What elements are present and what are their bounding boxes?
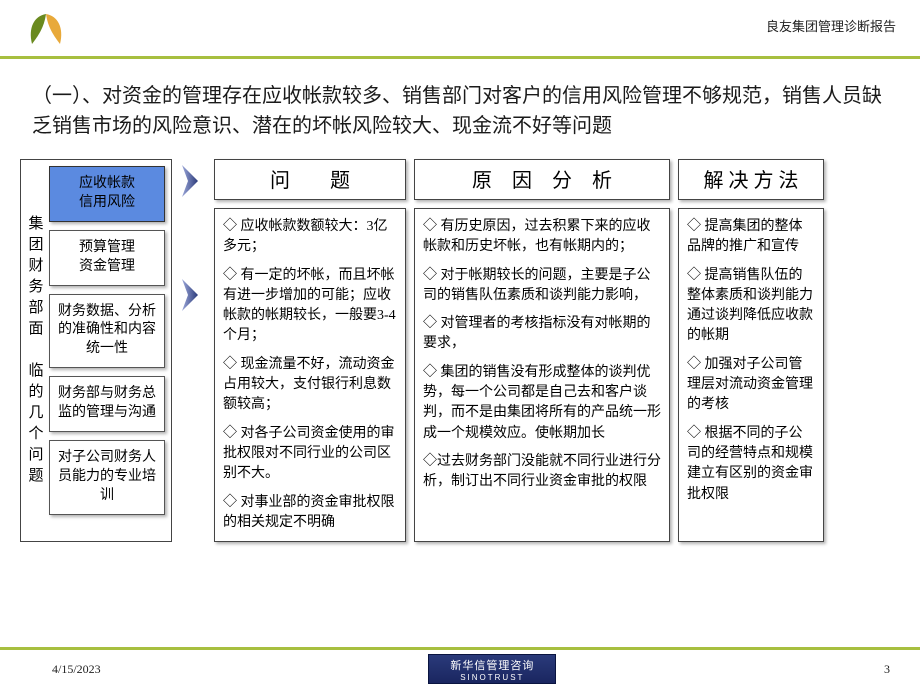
left-box-2: 财务数据、分析的准确性和内容统一性 xyxy=(49,294,165,369)
column-problem: 问 题 ◇ 应收帐款数额较大：3亿多元； ◇ 有一定的坏帐，而且坏帐有进一步增加的… xyxy=(214,159,406,542)
col-reason-bullet-4: ◇过去财务部门没能就不同行业进行分析，制订出不同行业资金审批的权限 xyxy=(423,452,661,493)
vertical-label-char: 几 xyxy=(28,403,43,424)
col-problem-bullet-2: ◇ 现金流量不好，流动资金占用较大，支付银行利息数额较高； xyxy=(223,355,397,416)
column-solve-header: 解 决 方 法 xyxy=(678,159,824,200)
vertical-label-char: 集 xyxy=(28,214,43,235)
column-reason-header: 原 因 分 析 xyxy=(414,159,670,200)
col-solve-bullet-2: ◇ 加强对子公司管理层对流动资金管理的考核 xyxy=(687,355,815,416)
vertical-label-char: 个 xyxy=(28,424,43,445)
vertical-label-char: 题 xyxy=(28,466,43,487)
column-reason-body: ◇ 有历史原因，过去积累下来的应收帐款和历史坏帐，也有帐期内的； ◇ 对于帐期较长… xyxy=(414,208,670,542)
vertical-label-char: 问 xyxy=(28,445,43,466)
col-problem-bullet-1: ◇ 有一定的坏帐，而且坏帐有进一步增加的可能；应收帐款的帐期较长，一般要3-4个… xyxy=(223,266,397,347)
col-reason-bullet-3: ◇ 集团的销售没有形成整体的谈判优势，每一个公司都是自己去和客户谈判，而不是由集… xyxy=(423,363,661,444)
footer-brand-en: SINOTRUST xyxy=(460,673,524,682)
left-box-4: 对子公司财务人员能力的专业培训 xyxy=(49,440,165,515)
left-vertical-label: 集团财务部面 临的几个问题 xyxy=(27,166,45,535)
vertical-label-char: 的 xyxy=(28,382,43,403)
col-solve-bullet-3: ◇ 根据不同的子公司的经营特点和规模建立有区别的资金审批权限 xyxy=(687,424,815,505)
company-logo-icon xyxy=(24,10,68,50)
vertical-label-char: 财 xyxy=(28,256,43,277)
left-panel: 集团财务部面 临的几个问题 应收帐款信用风险预算管理资金管理财务数据、分析的准确… xyxy=(20,159,172,542)
footer-brand-logo: 新华信管理咨询 SINOTRUST xyxy=(428,654,556,684)
vertical-label-char: 临 xyxy=(28,361,43,382)
footer-page-number: 3 xyxy=(884,662,890,677)
arrow-connector-icon xyxy=(180,159,206,542)
col-solve-bullet-0: ◇ 提高集团的整体品牌的推广和宣传 xyxy=(687,217,815,258)
col-reason-bullet-2: ◇ 对管理者的考核指标没有对帐期的要求， xyxy=(423,314,661,355)
left-box-3: 财务部与财务总监的管理与沟通 xyxy=(49,376,165,432)
slide-title: （一）、对资金的管理存在应收帐款较多、销售部门对客户的信用风险管理不够规范，销售… xyxy=(0,59,920,159)
left-box-1: 预算管理资金管理 xyxy=(49,230,165,286)
slide-body: 集团财务部面 临的几个问题 应收帐款信用风险预算管理资金管理财务数据、分析的准确… xyxy=(0,159,920,542)
col-solve-bullet-1: ◇ 提高销售队伍的整体素质和谈判能力通过谈判降低应收款的帐期 xyxy=(687,266,815,347)
vertical-label-char: 面 xyxy=(28,319,43,340)
vertical-label-char: 团 xyxy=(28,235,43,256)
left-box-stack: 应收帐款信用风险预算管理资金管理财务数据、分析的准确性和内容统一性财务部与财务总… xyxy=(49,166,165,535)
footer-brand-cn: 新华信管理咨询 xyxy=(450,657,534,673)
column-solve: 解 决 方 法 ◇ 提高集团的整体品牌的推广和宣传 ◇ 提高销售队伍的整体素质和谈… xyxy=(678,159,824,542)
doc-title: 良友集团管理诊断报告 xyxy=(766,16,896,35)
col-problem-bullet-4: ◇ 对事业部的资金审批权限的相关规定不明确 xyxy=(223,493,397,534)
vertical-label-char: 务 xyxy=(28,277,43,298)
col-problem-bullet-3: ◇ 对各子公司资金使用的审批权限对不同行业的公司区别不大。 xyxy=(223,424,397,485)
left-box-0: 应收帐款信用风险 xyxy=(49,166,165,222)
vertical-label-char: 部 xyxy=(28,298,43,319)
column-reason: 原 因 分 析 ◇ 有历史原因，过去积累下来的应收帐款和历史坏帐，也有帐期内的；… xyxy=(414,159,670,542)
column-problem-header: 问 题 xyxy=(214,159,406,200)
col-reason-bullet-0: ◇ 有历史原因，过去积累下来的应收帐款和历史坏帐，也有帐期内的； xyxy=(423,217,661,258)
slide-header: 良友集团管理诊断报告 xyxy=(0,0,920,59)
column-problem-body: ◇ 应收帐款数额较大：3亿多元； ◇ 有一定的坏帐，而且坏帐有进一步增加的可能；应… xyxy=(214,208,406,542)
footer-date: 4/15/2023 xyxy=(52,662,101,677)
col-problem-bullet-0: ◇ 应收帐款数额较大：3亿多元； xyxy=(223,217,397,258)
column-solve-body: ◇ 提高集团的整体品牌的推广和宣传 ◇ 提高销售队伍的整体素质和谈判能力通过谈判降… xyxy=(678,208,824,542)
col-reason-bullet-1: ◇ 对于帐期较长的问题，主要是子公司的销售队伍素质和谈判能力影响， xyxy=(423,266,661,307)
slide-footer: 4/15/2023 新华信管理咨询 SINOTRUST 3 xyxy=(0,647,920,690)
